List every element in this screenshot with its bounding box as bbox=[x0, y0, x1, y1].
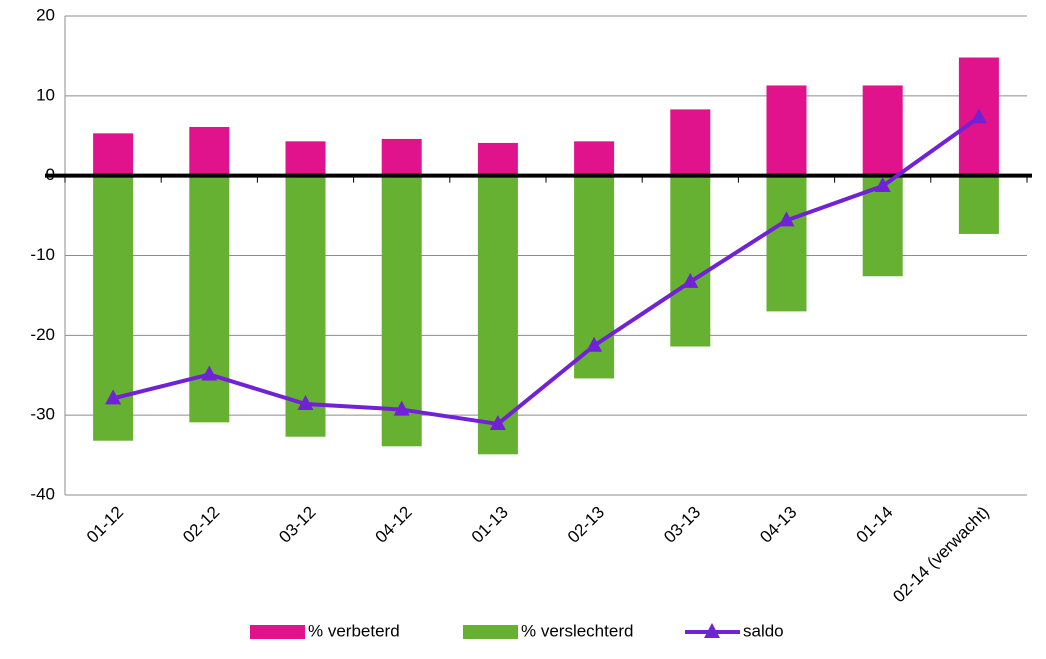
marker bbox=[970, 108, 987, 124]
y-tick-label: -40 bbox=[30, 484, 55, 503]
x-tick-label: 02-13 bbox=[564, 503, 608, 547]
bar bbox=[958, 175, 999, 234]
bar bbox=[189, 175, 230, 423]
bar bbox=[862, 85, 903, 176]
bar bbox=[670, 109, 711, 176]
bar bbox=[574, 141, 615, 176]
x-tick-label: 01-14 bbox=[853, 503, 897, 547]
legend-label: saldo bbox=[743, 621, 784, 640]
bar bbox=[477, 142, 518, 176]
bar bbox=[189, 126, 230, 176]
x-tick-label: 02-12 bbox=[179, 503, 223, 547]
legend-swatch bbox=[463, 625, 518, 639]
bar bbox=[93, 133, 134, 176]
y-tick-label: -10 bbox=[30, 245, 55, 264]
y-tick-label: -20 bbox=[30, 325, 55, 344]
marker bbox=[201, 365, 218, 381]
y-tick-label: -30 bbox=[30, 405, 55, 424]
marker bbox=[874, 177, 891, 193]
y-tick-label: 10 bbox=[36, 85, 55, 104]
marker bbox=[297, 394, 314, 410]
bar bbox=[477, 175, 518, 455]
marker bbox=[489, 414, 506, 430]
marker bbox=[682, 272, 699, 288]
marker bbox=[778, 211, 795, 227]
x-tick-label: 01-13 bbox=[468, 503, 512, 547]
line bbox=[112, 115, 981, 427]
bar bbox=[766, 85, 807, 176]
bar bbox=[766, 175, 807, 312]
bar bbox=[285, 175, 326, 437]
legend-label: % verbeterd bbox=[308, 621, 400, 640]
bar bbox=[670, 175, 711, 347]
legend-swatch bbox=[704, 623, 720, 638]
x-tick-label: 03-13 bbox=[660, 503, 704, 547]
marker bbox=[393, 400, 410, 416]
legend-label: % verslechterd bbox=[521, 621, 633, 640]
legend-swatch bbox=[250, 625, 305, 639]
marker bbox=[105, 389, 122, 405]
x-tick-label: 03-12 bbox=[275, 503, 319, 547]
x-tick-label: 04-13 bbox=[756, 503, 800, 547]
x-tick-label: 04-12 bbox=[372, 503, 416, 547]
y-tick-label: 20 bbox=[36, 5, 55, 24]
bar bbox=[285, 141, 326, 176]
x-tick-label: 01-12 bbox=[83, 503, 127, 547]
bar bbox=[381, 138, 422, 176]
x-tick-label: 02-14 (verwacht) bbox=[889, 503, 993, 607]
marker bbox=[586, 336, 603, 352]
